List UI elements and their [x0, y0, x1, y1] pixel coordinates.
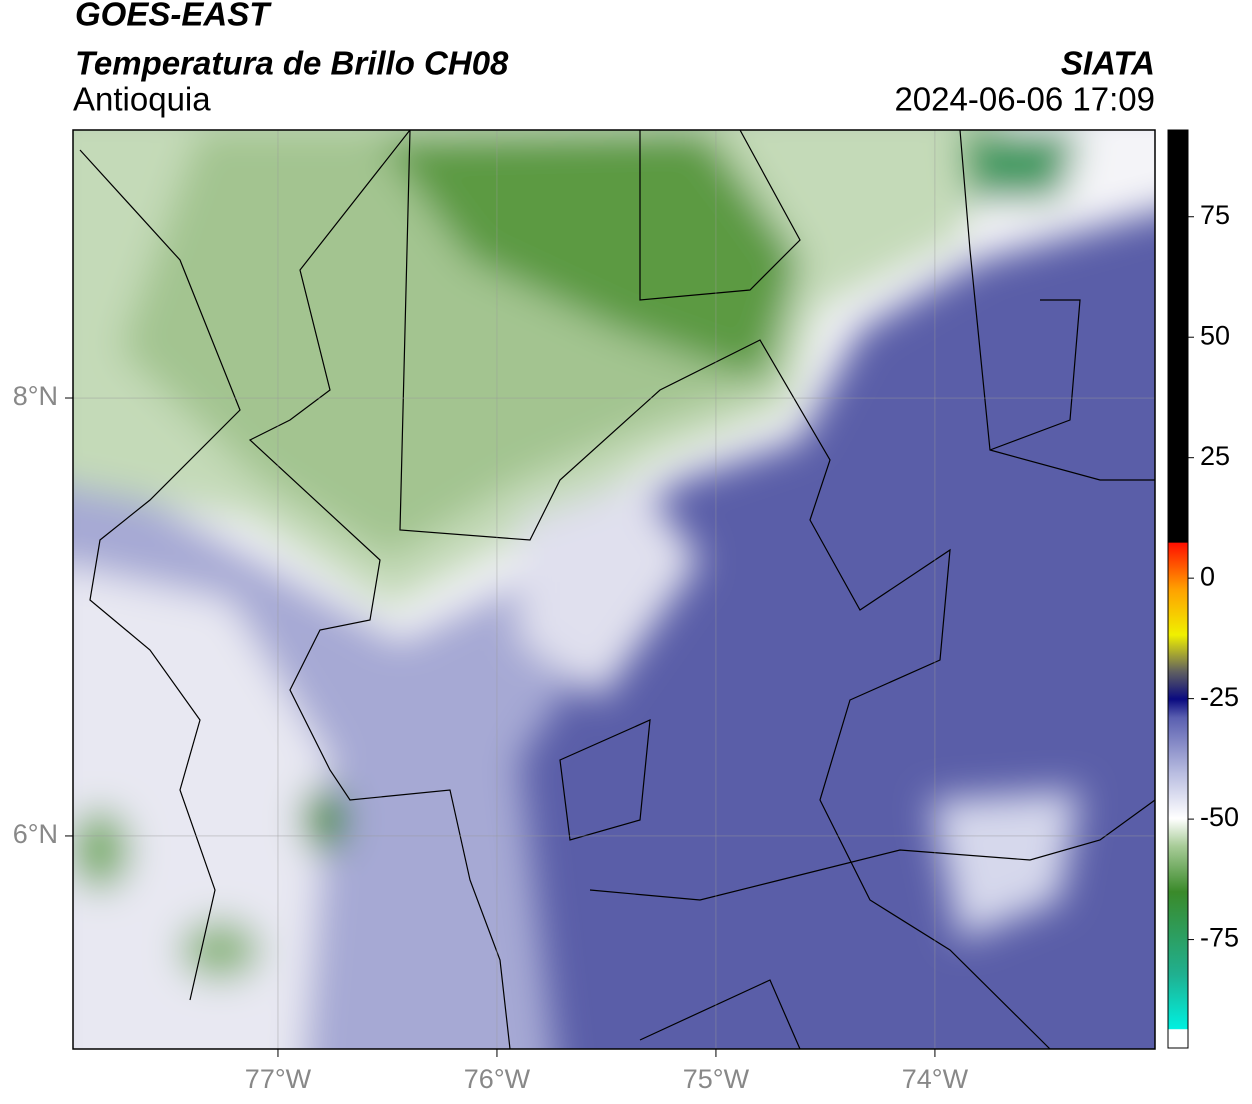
map-frame — [72, 129, 1156, 1050]
x-tick-label: 74°W — [902, 1064, 969, 1094]
y-tick-label: 6°N — [13, 819, 58, 849]
colorbar-tick-label: -75 — [1200, 923, 1239, 953]
y-tick-label: 8°N — [13, 381, 58, 411]
colorbar-tick-label: -25 — [1200, 682, 1239, 712]
colorbar-tick-label: 50 — [1200, 320, 1230, 350]
source: SIATA — [1061, 45, 1155, 82]
colorbar-tick-label: -50 — [1200, 802, 1239, 832]
subtitle: Temperatura de Brillo CH08 — [75, 45, 509, 82]
colorbar-tick-label: 75 — [1200, 200, 1230, 230]
satellite-image — [73, 130, 1155, 1049]
x-tick-label: 77°W — [245, 1064, 312, 1094]
datetime: 2024-06-06 17:09 — [894, 81, 1155, 118]
colorbar-tick-label: 0 — [1200, 561, 1215, 591]
region: Antioquia — [73, 81, 211, 118]
colorbar — [1167, 129, 1189, 1049]
x-tick-label: 76°W — [464, 1064, 531, 1094]
x-tick-label: 75°W — [683, 1064, 750, 1094]
title: GOES-EAST — [75, 0, 272, 33]
colorbar-tick-label: 25 — [1200, 441, 1230, 471]
